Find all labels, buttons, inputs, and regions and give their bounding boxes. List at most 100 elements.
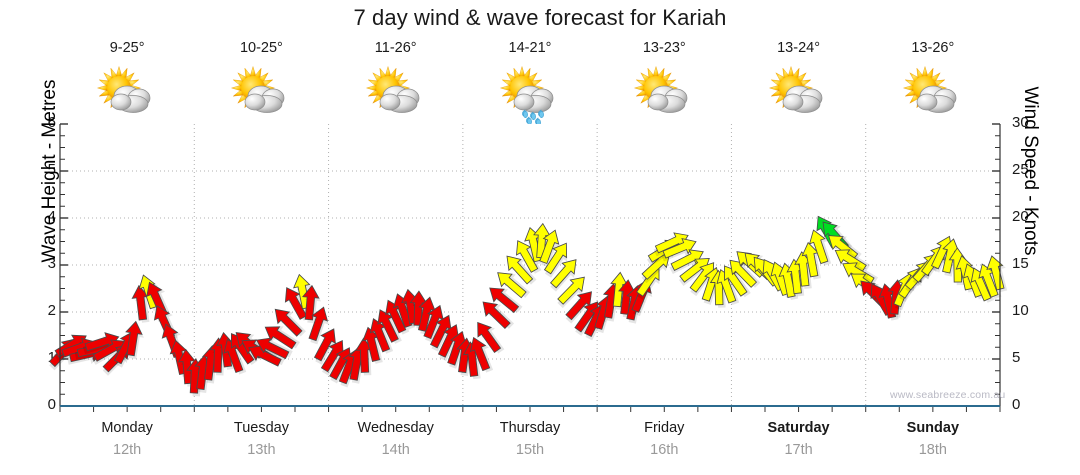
wind-arrow xyxy=(594,294,614,334)
wind-arrow xyxy=(724,265,751,298)
day-date: 16th xyxy=(650,442,679,458)
temperature-range: 9-25° xyxy=(109,40,145,56)
grid-lines xyxy=(60,124,1000,406)
temperature-range: 13-24° xyxy=(777,40,820,56)
left-axis-tick: 5 xyxy=(47,161,56,178)
wind-arrow xyxy=(962,263,986,300)
wind-arrow xyxy=(153,305,178,341)
wind-arrow xyxy=(744,252,777,281)
wind-arrow xyxy=(102,344,131,376)
wind-arrow xyxy=(948,247,969,286)
wind-arrow xyxy=(194,354,214,393)
wind-arrow xyxy=(338,349,360,388)
wind-arrow xyxy=(610,271,630,311)
day-date: 12th xyxy=(113,442,142,458)
wind-arrow xyxy=(320,339,344,376)
wind-arrow xyxy=(53,334,87,361)
wind-arrow xyxy=(138,274,161,311)
day-date: 13th xyxy=(247,442,276,458)
wind-arrow xyxy=(209,337,229,376)
day-date: 14th xyxy=(381,442,410,458)
wind-arrow xyxy=(447,330,468,369)
wind-arrow xyxy=(904,260,931,294)
wind-arrow xyxy=(549,259,577,292)
sun-cloud-icon xyxy=(897,62,969,124)
wind-arrow xyxy=(462,341,483,380)
right-axis-tick: 0 xyxy=(1012,396,1021,413)
wind-arrow xyxy=(669,249,704,275)
wind-arrow xyxy=(418,296,437,335)
wind-arrow xyxy=(661,238,697,262)
wind-arrow xyxy=(762,258,789,293)
wind-arrow xyxy=(870,283,897,317)
sun-cloud-icon xyxy=(628,62,700,124)
wind-arrow xyxy=(878,283,899,321)
wind-arrow xyxy=(497,272,531,299)
left-axis-tick: 6 xyxy=(47,114,56,131)
right-axis-tick: 25 xyxy=(1012,161,1029,178)
wind-arrow xyxy=(801,241,822,280)
wind-arrow xyxy=(893,272,915,311)
wind-arrow xyxy=(59,337,97,361)
day-date: 18th xyxy=(918,442,947,458)
wind-arrow xyxy=(186,358,206,397)
wind-arrow xyxy=(355,337,375,376)
temperature-range: 13-23° xyxy=(642,40,686,56)
wind-arrow xyxy=(786,258,807,297)
wind-arrow xyxy=(653,232,689,257)
wind-arrow xyxy=(736,251,769,278)
wind-arrow xyxy=(91,339,126,365)
wind-arrow xyxy=(482,301,515,330)
sun-cloud-icon xyxy=(360,62,432,124)
wind-arrow xyxy=(248,344,286,367)
wind-arrow xyxy=(506,255,537,285)
wind-arrow xyxy=(329,347,352,384)
temperature-range: 14-21° xyxy=(508,40,552,56)
wind-arrow xyxy=(201,345,221,384)
axis-frame xyxy=(59,124,1001,407)
day-name: Saturday xyxy=(767,420,830,436)
wind-arrow-series xyxy=(48,215,1008,397)
wind-arrow xyxy=(898,267,922,303)
wind-arrow xyxy=(264,326,300,350)
wind-arrow xyxy=(125,320,144,360)
wind-arrow xyxy=(574,301,599,336)
wind-arrow xyxy=(641,252,671,284)
wind-arrow xyxy=(216,331,236,370)
wind-arrow xyxy=(284,287,311,321)
wind-arrow xyxy=(255,337,293,360)
wind-arrow xyxy=(409,290,429,329)
right-axis-tick: 10 xyxy=(1012,302,1029,319)
wind-arrow xyxy=(602,283,622,322)
wind-arrow xyxy=(302,284,322,324)
wind-arrow xyxy=(978,263,1002,300)
axis-ticks xyxy=(59,123,1001,412)
right-axis-tick: 5 xyxy=(1012,349,1021,366)
wind-arrow xyxy=(274,308,306,337)
wind-arrow xyxy=(241,339,277,363)
wind-arrow xyxy=(716,268,740,306)
wind-arrow xyxy=(631,278,653,317)
wind-arrow xyxy=(808,229,832,266)
wind-arrow xyxy=(584,303,606,341)
day-name: Friday xyxy=(644,420,685,436)
wind-arrow xyxy=(362,326,383,364)
wind-arrow xyxy=(647,239,680,266)
wind-arrow xyxy=(701,266,722,305)
wind-arrow xyxy=(539,229,560,268)
wind-arrow xyxy=(729,259,761,288)
watermark: www.seabreeze.com.au xyxy=(890,389,1006,401)
day-name: Thursday xyxy=(499,420,561,436)
wind-arrow xyxy=(678,257,710,286)
wind-arrow xyxy=(770,261,794,298)
wind-arrow xyxy=(82,332,120,355)
wind-arrow xyxy=(469,336,494,373)
wind-arrow xyxy=(74,339,113,360)
left-axis-title: Wave Height - Metres xyxy=(39,79,60,263)
wind-arrow xyxy=(161,323,185,360)
wind-arrow xyxy=(113,330,136,368)
wind-arrow xyxy=(930,235,953,273)
temperature-range: 10-25° xyxy=(239,40,283,56)
wind-arrow xyxy=(348,345,368,384)
